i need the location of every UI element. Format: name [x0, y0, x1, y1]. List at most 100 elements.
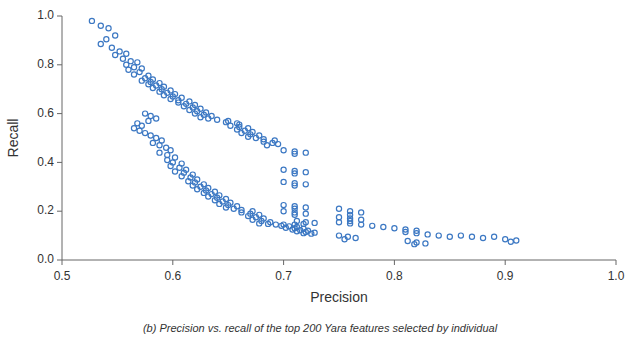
point — [336, 233, 341, 238]
point — [120, 56, 125, 61]
point — [186, 179, 191, 184]
x-tick-label: 0.8 — [386, 269, 403, 283]
point — [168, 163, 173, 168]
x-tick-label: 0.9 — [497, 269, 514, 283]
point — [281, 167, 286, 172]
point — [157, 143, 162, 148]
point — [353, 235, 358, 240]
point — [131, 72, 136, 77]
point — [143, 131, 148, 136]
point — [113, 33, 118, 38]
point — [436, 233, 441, 238]
chart-svg: 0.00.20.40.60.81.00.50.60.70.80.91.0Prec… — [0, 0, 640, 342]
point — [414, 231, 419, 236]
point — [89, 18, 94, 23]
y-axis-line — [62, 16, 63, 260]
point — [281, 203, 286, 208]
point — [206, 116, 211, 121]
point — [412, 242, 417, 247]
point — [253, 135, 258, 140]
point — [239, 131, 244, 136]
x-tick — [505, 260, 506, 265]
point — [264, 143, 269, 148]
point — [98, 41, 103, 46]
point — [458, 233, 463, 238]
x-tick-label: 0.7 — [275, 269, 292, 283]
point — [98, 23, 103, 28]
point — [154, 135, 159, 140]
point — [303, 150, 308, 155]
point — [223, 205, 228, 210]
point — [154, 116, 159, 121]
point — [403, 229, 408, 234]
point — [283, 225, 288, 230]
point — [192, 111, 197, 116]
y-tick — [57, 64, 62, 65]
background — [0, 0, 640, 342]
point — [161, 93, 166, 98]
x-tick — [394, 260, 395, 265]
point — [392, 226, 397, 231]
y-tick — [57, 113, 62, 114]
x-axis-line — [62, 260, 616, 261]
point — [215, 117, 220, 122]
y-tick — [57, 260, 62, 261]
point — [137, 128, 142, 133]
point — [342, 237, 347, 242]
point — [157, 150, 162, 155]
point — [135, 60, 140, 65]
point — [303, 182, 308, 187]
y-tick-label: 1.0 — [37, 8, 54, 22]
point — [514, 238, 519, 243]
point — [447, 234, 452, 239]
point — [508, 239, 513, 244]
point — [303, 205, 308, 210]
x-tick-label: 0.6 — [164, 269, 181, 283]
y-tick — [57, 162, 62, 163]
point — [113, 52, 118, 57]
point — [179, 174, 184, 179]
y-tick-label: 0.2 — [37, 203, 54, 217]
point — [198, 115, 203, 120]
point — [303, 170, 308, 175]
point — [425, 232, 430, 237]
point — [359, 222, 364, 227]
point — [292, 171, 297, 176]
point — [150, 140, 155, 145]
point — [181, 104, 186, 109]
point — [292, 212, 297, 217]
point — [172, 169, 177, 174]
point — [292, 183, 297, 188]
x-tick — [616, 260, 617, 265]
point — [503, 237, 508, 242]
point — [187, 107, 192, 112]
x-tick-label: 1.0 — [608, 269, 625, 283]
point — [231, 206, 236, 211]
point — [217, 201, 222, 206]
point — [150, 85, 155, 90]
point — [281, 148, 286, 153]
y-tick-label: 0.4 — [37, 155, 54, 169]
point — [168, 96, 173, 101]
point — [168, 148, 173, 153]
y-tick-label: 0.0 — [37, 252, 54, 266]
point — [139, 78, 144, 83]
point — [195, 187, 200, 192]
point — [405, 238, 410, 243]
point — [270, 140, 275, 145]
point — [165, 157, 170, 162]
point — [292, 151, 297, 156]
point — [347, 221, 352, 226]
point — [492, 234, 497, 239]
point — [381, 224, 386, 229]
x-tick — [172, 260, 173, 265]
point — [423, 241, 428, 246]
point — [124, 51, 129, 56]
point — [250, 217, 255, 222]
point — [275, 142, 280, 147]
caption: (b) Precision vs. recall of the top 200 … — [143, 322, 498, 334]
point — [137, 70, 142, 75]
point — [301, 231, 306, 236]
point — [246, 134, 251, 139]
chart-container: 0.00.20.40.60.81.00.50.60.70.80.91.0Prec… — [0, 0, 640, 342]
